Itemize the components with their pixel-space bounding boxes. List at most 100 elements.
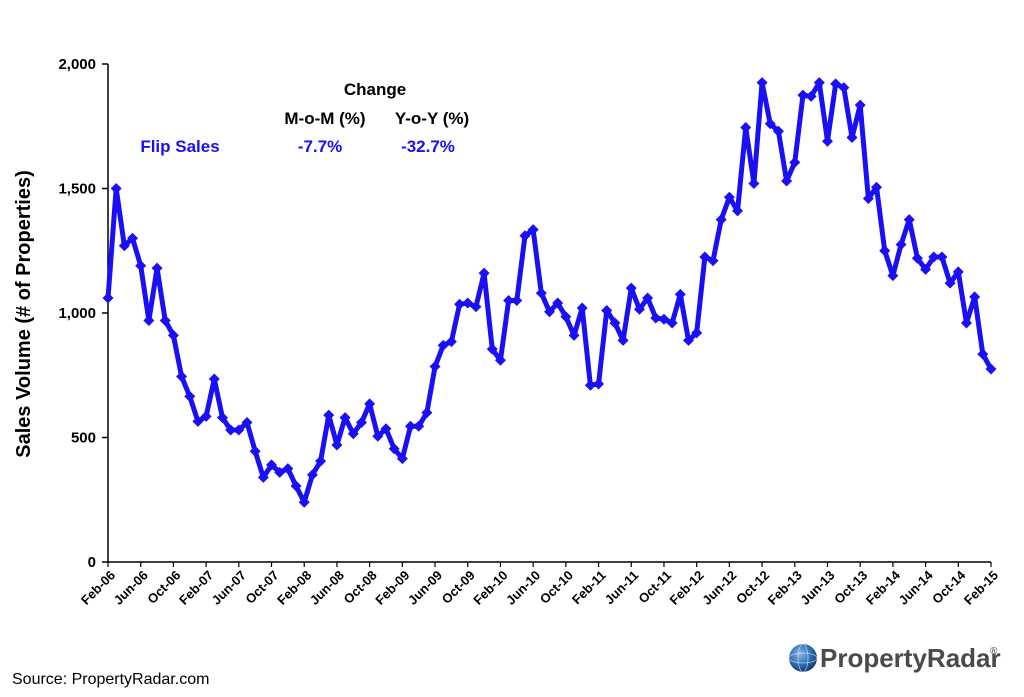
y-tick-label: 2,000	[58, 56, 96, 73]
data-point	[576, 302, 588, 314]
y-axis-ticks: 0 500 1,000 1,500 2,000	[58, 56, 108, 571]
data-point	[225, 424, 237, 436]
x-tick-label: Oct-08	[341, 568, 380, 607]
legend-flip-sales: Flip Sales	[140, 137, 219, 156]
x-tick-label: Jun-08	[307, 568, 347, 608]
data-point	[519, 230, 531, 242]
data-point	[879, 245, 891, 257]
x-tick-label: Oct-09	[439, 568, 478, 607]
x-tick-label: Oct-14	[929, 567, 969, 607]
data-point	[241, 417, 253, 429]
data-point	[266, 459, 278, 471]
data-point	[789, 156, 801, 168]
data-point	[462, 297, 474, 309]
brand-logo: PropertyRadar ®	[788, 643, 1001, 673]
data-point	[642, 292, 654, 304]
data-point	[772, 125, 784, 137]
x-tick-label: Oct-13	[831, 568, 870, 607]
data-point	[306, 469, 318, 481]
series-line	[105, 80, 994, 505]
data-point	[748, 178, 760, 190]
data-point	[805, 90, 817, 102]
data-point	[985, 363, 997, 375]
x-tick-label: Feb-15	[961, 568, 1001, 608]
data-point	[707, 255, 719, 267]
x-tick-label: Jun-12	[699, 568, 739, 608]
data-point	[347, 428, 359, 440]
data-point	[494, 354, 506, 366]
data-point	[674, 288, 686, 300]
data-point	[110, 183, 122, 194]
x-tick-label: Feb-12	[667, 568, 707, 608]
data-point	[854, 99, 866, 111]
x-tick-label: Feb-10	[470, 568, 510, 608]
x-tick-label: Oct-10	[537, 568, 576, 607]
data-point	[846, 131, 858, 143]
x-tick-label: Feb-08	[274, 568, 314, 608]
data-point	[552, 297, 564, 309]
data-point	[478, 267, 490, 279]
data-point	[887, 270, 899, 282]
data-point	[895, 239, 907, 251]
data-point	[838, 82, 850, 94]
data-point	[511, 295, 523, 307]
data-point	[405, 420, 417, 432]
data-point	[871, 181, 883, 193]
data-point	[200, 410, 212, 422]
x-tick-label: Jun-13	[797, 568, 837, 608]
data-point	[732, 205, 744, 217]
data-point	[584, 379, 596, 391]
data-point	[315, 455, 327, 467]
data-point	[723, 191, 735, 203]
data-point	[952, 266, 964, 278]
data-point	[151, 262, 163, 274]
data-point	[781, 175, 793, 187]
data-point	[764, 118, 776, 130]
data-point	[421, 407, 433, 419]
data-point	[535, 287, 547, 299]
x-tick-label: Oct-12	[733, 568, 772, 607]
data-point	[388, 443, 400, 455]
data-point	[445, 336, 457, 348]
data-point	[323, 409, 335, 421]
data-point	[911, 252, 923, 264]
data-point	[699, 251, 711, 263]
y-tick-label: 1,500	[58, 181, 96, 198]
data-point	[625, 282, 637, 294]
y-tick-label: 0	[88, 554, 96, 571]
annotation-header: Change	[344, 80, 406, 99]
data-point	[274, 466, 286, 478]
data-point	[127, 232, 139, 244]
data-point	[503, 295, 515, 307]
x-tick-label: Jun-07	[209, 568, 249, 608]
brand-registered-mark: ®	[990, 646, 998, 657]
data-point	[609, 317, 621, 329]
data-point	[830, 78, 842, 90]
x-tick-label: Jun-10	[503, 568, 543, 608]
data-point	[740, 121, 752, 133]
data-point	[118, 240, 130, 252]
annotation-yoy-value: -32.7%	[401, 137, 455, 156]
x-axis-ticks: Feb-06Jun-06Oct-06Feb-07Jun-07Oct-07Feb-…	[78, 562, 1001, 608]
y-tick-label: 500	[71, 430, 96, 447]
data-point	[233, 424, 245, 436]
data-point	[380, 423, 392, 435]
data-point	[658, 313, 670, 325]
annotation-col-mom: M-o-M (%)	[284, 109, 365, 128]
data-point	[944, 277, 956, 289]
data-point	[593, 378, 605, 390]
data-point	[437, 339, 449, 351]
data-point	[454, 298, 466, 310]
data-point	[920, 263, 932, 275]
x-tick-label: Jun-11	[602, 568, 642, 608]
data-point	[903, 214, 915, 226]
data-point	[413, 420, 425, 432]
x-tick-label: Feb-11	[569, 568, 609, 608]
data-point	[862, 192, 874, 204]
annotation-col-yoy: Y-o-Y (%)	[395, 109, 469, 128]
data-point	[813, 77, 825, 89]
data-point	[650, 312, 662, 324]
data-point	[282, 463, 294, 475]
data-point	[184, 390, 196, 402]
source-note: Source: PropertyRadar.com	[12, 671, 209, 688]
